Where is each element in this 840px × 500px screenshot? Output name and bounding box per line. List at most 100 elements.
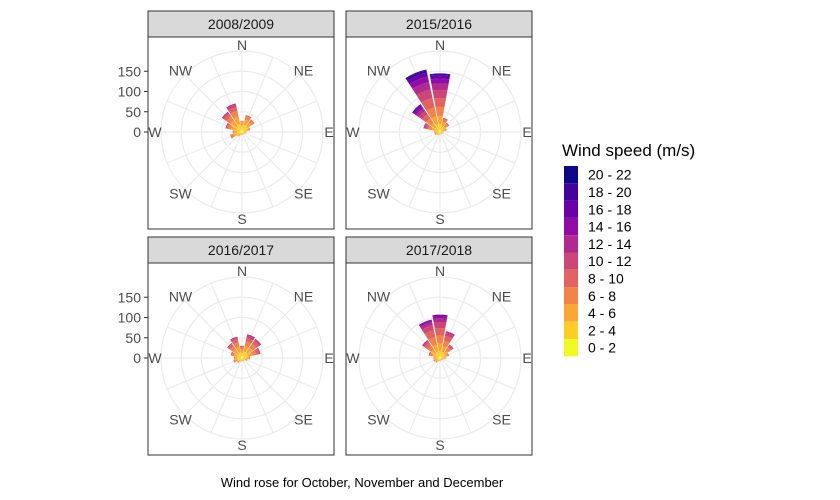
wind-bar-segment (238, 133, 241, 136)
legend-item: 4 - 6 (564, 304, 616, 322)
angular-gridline (241, 131, 274, 208)
panel-strip (345, 10, 533, 38)
wind-bar-segment (242, 359, 244, 361)
wind-bar-segment (233, 116, 241, 125)
sector-315 (221, 111, 242, 132)
angular-gridline (439, 131, 516, 164)
wind-bar-segment (250, 119, 255, 124)
wind-bar-segment (240, 132, 242, 133)
direction-label: N (435, 263, 445, 279)
wind-bar-segment (235, 356, 238, 360)
wind-bar-segment (441, 122, 446, 127)
wind-bar-segment (442, 340, 450, 348)
wind-bar-segment (438, 358, 440, 359)
wind-bar-segment (233, 133, 238, 137)
legend-swatch (564, 321, 578, 339)
wind-bar-segment (230, 336, 238, 341)
wind-bar-segment (437, 358, 440, 361)
wind-bar-segment (434, 131, 436, 133)
wind-bar-segment (242, 130, 244, 132)
angular-gridline (184, 357, 243, 416)
direction-label: NW (169, 62, 193, 78)
direction-label: E (522, 124, 531, 140)
wind-bar-segment (227, 343, 233, 349)
wind-bar-segment (440, 358, 442, 360)
wind-bar-segment (440, 353, 445, 358)
wind-bar-segment (438, 132, 440, 133)
wind-bar-segment (435, 353, 440, 358)
legend-item: 10 - 12 (564, 252, 632, 270)
wind-bar-segment (226, 103, 237, 109)
sector-337.5 (418, 319, 440, 358)
wind-bar-segment (436, 358, 439, 360)
wind-bar-segment (441, 346, 447, 353)
wind-bar-segment (254, 338, 262, 346)
wind-bar-segment (405, 69, 427, 79)
wind-bar-segment (431, 83, 449, 91)
wind-bar-segment (432, 353, 436, 357)
wind-bar-segment (416, 108, 426, 118)
wind-bar-segment (438, 356, 440, 358)
wind-bar-segment (440, 359, 442, 361)
wind-bar-segment (251, 340, 260, 349)
wind-bar-segment (434, 357, 437, 359)
wind-bar-segment (221, 111, 229, 119)
wind-bar-segment (437, 133, 439, 135)
direction-label: NW (367, 288, 391, 304)
angular-gridline (408, 131, 441, 208)
wind-bar-segment (240, 356, 242, 358)
wind-bar-segment (243, 119, 249, 127)
wind-bar-segment (438, 360, 440, 362)
direction-label: SW (169, 412, 192, 428)
wind-bar-segment (436, 132, 439, 134)
wind-bar-segment (440, 356, 442, 358)
sector-112.5 (440, 358, 444, 360)
direction-label: S (435, 437, 444, 453)
wind-bar-segment (424, 342, 432, 350)
wind-bar-segment (256, 347, 261, 355)
legend-label: 12 - 14 (588, 236, 632, 252)
wind-bar-segment (416, 89, 433, 103)
wind-bar-segment (421, 325, 434, 335)
wind-bar-segment (425, 124, 430, 130)
wind-bar-segment (439, 129, 441, 132)
wind-bar-segment (230, 125, 237, 131)
wind-bar-segment (438, 123, 442, 130)
radial-tick-label: 50 (125, 330, 141, 346)
sector-45 (242, 119, 255, 132)
wind-bar-segment (434, 133, 436, 136)
panel-strip (147, 236, 335, 264)
direction-label: SE (294, 412, 313, 428)
sector-0 (240, 121, 244, 132)
wind-bar-segment (246, 359, 248, 362)
wind-bar-segment (448, 344, 454, 350)
angular-gridline (364, 131, 441, 164)
radial-tick-label: 150 (118, 63, 142, 79)
wind-bar-segment (228, 344, 234, 350)
wind-bar-segment (440, 358, 443, 360)
sector-112.5 (440, 132, 443, 134)
sector-135 (242, 132, 244, 134)
wind-bar-segment (444, 128, 447, 131)
legend-label: 20 - 22 (588, 167, 632, 183)
wind-bar-segment (430, 122, 437, 129)
radial-tick-label: 100 (118, 310, 142, 326)
legend-swatch (564, 235, 578, 253)
wind-bar-segment (431, 127, 436, 131)
direction-label: NE (294, 62, 313, 78)
wind-bar-segment (245, 337, 254, 344)
wind-bar-segment (241, 358, 243, 361)
wind-bar-segment (246, 352, 253, 357)
wind-bar-segment (239, 358, 242, 361)
wind-bar-segment (440, 351, 444, 357)
direction-label: SW (367, 186, 390, 202)
sector-247.5 (434, 132, 440, 136)
wind-bar-segment (435, 106, 445, 117)
wind-bar-segment (226, 104, 237, 111)
sector-22.5 (440, 117, 448, 132)
legend-label: 4 - 6 (588, 305, 616, 321)
wind-bar-segment (238, 352, 242, 357)
sector-22.5 (242, 334, 256, 358)
wind-bar-segment (245, 122, 252, 129)
